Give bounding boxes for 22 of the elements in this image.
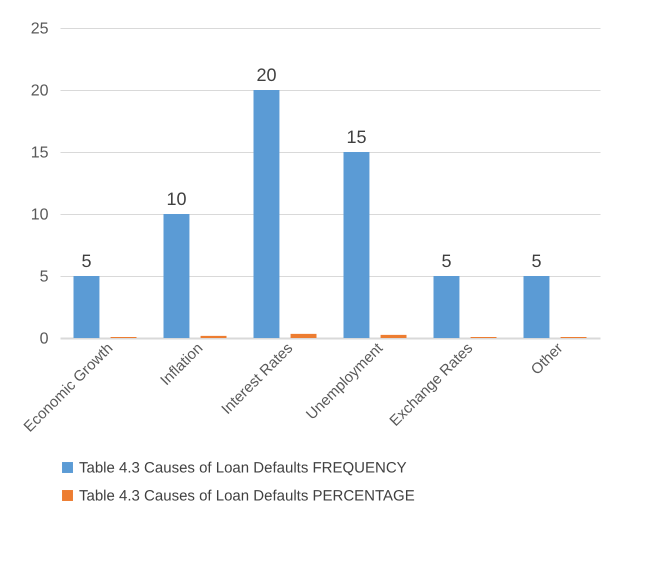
bar [74, 276, 100, 338]
y-tick-label: 10 [30, 206, 49, 224]
data-label: 15 [346, 127, 366, 147]
bar [380, 334, 406, 338]
y-tick-label: 25 [30, 20, 49, 38]
y-tick-label: 0 [40, 330, 49, 348]
bar [434, 276, 460, 338]
legend-label: Table 4.3 Causes of Loan Defaults PERCENTAGE [79, 488, 415, 504]
data-label: 20 [256, 65, 276, 85]
y-tick-label: 20 [30, 82, 49, 100]
legend-label: Table 4.3 Causes of Loan Defaults FREQUENCY [79, 460, 407, 476]
bar [524, 276, 550, 338]
data-label: 10 [166, 189, 186, 209]
data-label: 5 [81, 251, 92, 271]
data-label: 5 [441, 251, 452, 271]
data-label: 5 [531, 251, 542, 271]
bar [164, 214, 190, 338]
bar [254, 90, 280, 338]
bar [344, 152, 370, 338]
y-tick-label: 5 [40, 268, 49, 286]
y-tick-label: 15 [30, 144, 49, 162]
bar [290, 334, 316, 338]
